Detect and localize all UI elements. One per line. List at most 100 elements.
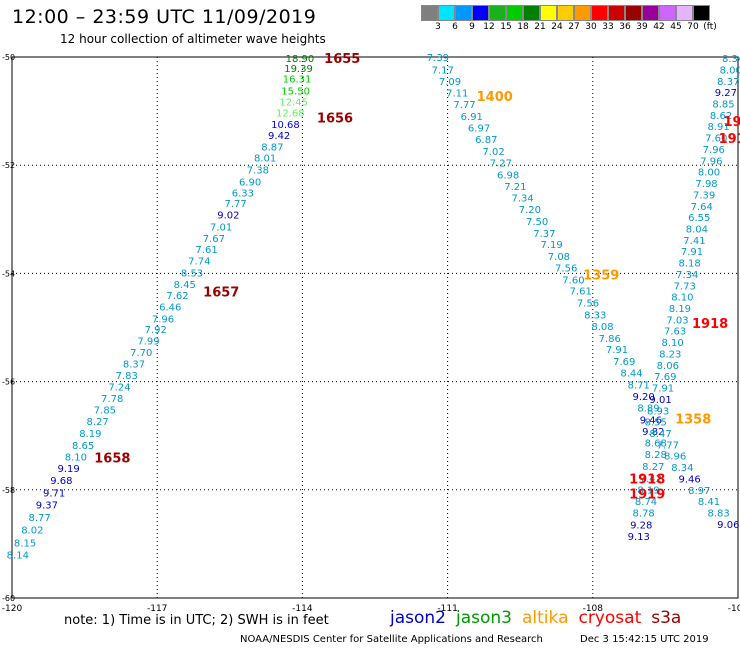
- y-tick-label: -56: [2, 378, 15, 387]
- wave-height-value: 7.24: [108, 382, 130, 393]
- color-scale-swatch: [438, 5, 455, 21]
- wave-height-value: 9.02: [217, 210, 239, 221]
- wave-height-value: 7.34: [511, 194, 533, 205]
- wave-height-value: 7.50: [526, 217, 548, 228]
- wave-height-value: 9.20: [632, 392, 654, 403]
- wave-height-value: 8.08: [591, 322, 613, 333]
- wave-height-value: 8.01: [254, 154, 276, 165]
- chart-subtitle: 12 hour collection of altimeter wave hei…: [60, 32, 326, 46]
- wave-height-value: 7.34: [676, 270, 698, 281]
- wave-height-value: 8.78: [632, 509, 654, 520]
- wave-height-value: 8.02: [21, 525, 43, 536]
- wave-height-value: 9.71: [43, 489, 65, 500]
- wave-height-value: 8.91: [708, 122, 730, 133]
- chart-title: 12:00 – 23:59 UTC 11/09/2019: [12, 6, 317, 28]
- color-scale-swatch: [659, 5, 676, 21]
- footer-note: note: 1) Time is in UTC; 2) SWH is in fe…: [64, 613, 329, 628]
- wave-height-value: 8.27: [642, 462, 664, 473]
- wave-height-value: 7.77: [657, 440, 679, 451]
- wave-height-value: 7.27: [490, 158, 512, 169]
- color-scale-swatch: [591, 5, 608, 21]
- color-scale-label: 42: [653, 22, 665, 32]
- mission-label-s3a: s3a: [651, 608, 682, 628]
- wave-height-value: 7.21: [504, 182, 526, 193]
- wave-height-value: 9.46: [678, 474, 700, 485]
- color-scale-label: 15: [500, 22, 512, 32]
- color-scale-legend: [421, 5, 710, 21]
- wave-height-value: 8.96: [664, 452, 686, 463]
- color-scale-swatch: [421, 5, 438, 21]
- wave-height-value: 7.01: [210, 222, 232, 233]
- color-scale-swatch: [574, 5, 591, 21]
- wave-height-value: 7.74: [188, 256, 210, 267]
- wave-height-value: 7.62: [166, 291, 188, 302]
- wave-height-value: 8.41: [698, 497, 720, 508]
- wave-height-value: 8.04: [686, 224, 708, 235]
- color-scale-label: 21: [534, 22, 546, 32]
- wave-height-value: 8.74: [635, 497, 657, 508]
- wave-height-value: 19.39: [284, 64, 313, 75]
- wave-height-value: 7.91: [652, 384, 674, 395]
- color-scale-label: 30: [585, 22, 597, 32]
- pass-time-label: 1359: [583, 268, 619, 283]
- plot-frame: [11, 56, 739, 599]
- wave-height-value: 7.60: [562, 275, 584, 286]
- wave-height-value: 8.18: [678, 259, 700, 270]
- wave-height-value: 8.62: [710, 111, 732, 122]
- x-tick-label: -114: [292, 604, 313, 614]
- wave-height-value: 7.11: [446, 89, 468, 100]
- color-scale-label: 12: [483, 22, 495, 32]
- color-scale-label: (ft): [703, 22, 717, 32]
- pass-time-label: 19: [723, 115, 740, 130]
- x-tick-label: -108: [583, 604, 604, 614]
- wave-height-value: 7.77: [224, 199, 246, 210]
- wave-height-value: 8.93: [647, 406, 669, 417]
- color-scale-label: 27: [568, 22, 580, 32]
- wave-height-value: 7.60: [705, 134, 727, 145]
- y-tick-label: -54: [2, 269, 15, 278]
- wave-height-value: 9.37: [36, 500, 58, 511]
- wave-height-value: 7.86: [599, 334, 621, 345]
- wave-height-value: 8.19: [669, 304, 691, 315]
- wave-height-value: 7.63: [664, 327, 686, 338]
- wave-height-value: 8.10: [671, 293, 693, 304]
- wave-height-value: 8.34: [671, 463, 693, 474]
- wave-height-value: 8.55: [645, 418, 667, 429]
- wave-height-value: 8.37: [717, 77, 739, 88]
- color-scale-swatch: [608, 5, 625, 21]
- wave-height-value: 12.68: [276, 109, 305, 120]
- wave-height-value: 8.65: [72, 441, 94, 452]
- wave-height-value: 6.87: [475, 135, 497, 146]
- y-tick-label: -52: [2, 161, 15, 170]
- wave-height-value: 7.03: [666, 315, 688, 326]
- mission-label-jason2: jason2: [390, 608, 446, 628]
- wave-height-value: 7.91: [681, 247, 703, 258]
- pass-time-label: 1400: [477, 90, 513, 105]
- mission-label-jason3: jason3: [456, 608, 512, 628]
- wave-height-value: 8.85: [712, 100, 734, 111]
- color-scale-label: 18: [517, 22, 529, 32]
- wave-height-value: 16.31: [283, 75, 312, 86]
- wave-height-value: 7.19: [541, 240, 563, 251]
- y-tick-label: -60: [2, 594, 15, 603]
- wave-height-value: 8.47: [649, 429, 671, 440]
- wave-height-value: 8.06: [657, 361, 679, 372]
- wave-height-value: 8.19: [79, 429, 101, 440]
- wave-height-value: 8.71: [628, 380, 650, 391]
- wave-height-value: 9.42: [268, 131, 290, 142]
- wave-height-value: 8.10: [662, 338, 684, 349]
- wave-height-value: 7.61: [195, 245, 217, 256]
- mission-label-altika: altika: [522, 608, 569, 628]
- wave-height-value: 8.77: [28, 513, 50, 524]
- y-tick-label: -50: [2, 53, 15, 62]
- pass-time-label: 1918: [629, 472, 665, 487]
- color-scale-swatch: [676, 5, 693, 21]
- wave-height-value: 8.14: [7, 551, 29, 562]
- color-scale-swatch: [540, 5, 557, 21]
- wave-height-value: 8.33: [584, 311, 606, 322]
- wave-height-value: 7.08: [548, 252, 570, 263]
- wave-height-value: 7.42: [640, 474, 662, 485]
- pass-time-label: 1656: [317, 112, 353, 127]
- wave-height-value: 6.90: [239, 177, 261, 188]
- color-scale-label: 45: [670, 22, 682, 32]
